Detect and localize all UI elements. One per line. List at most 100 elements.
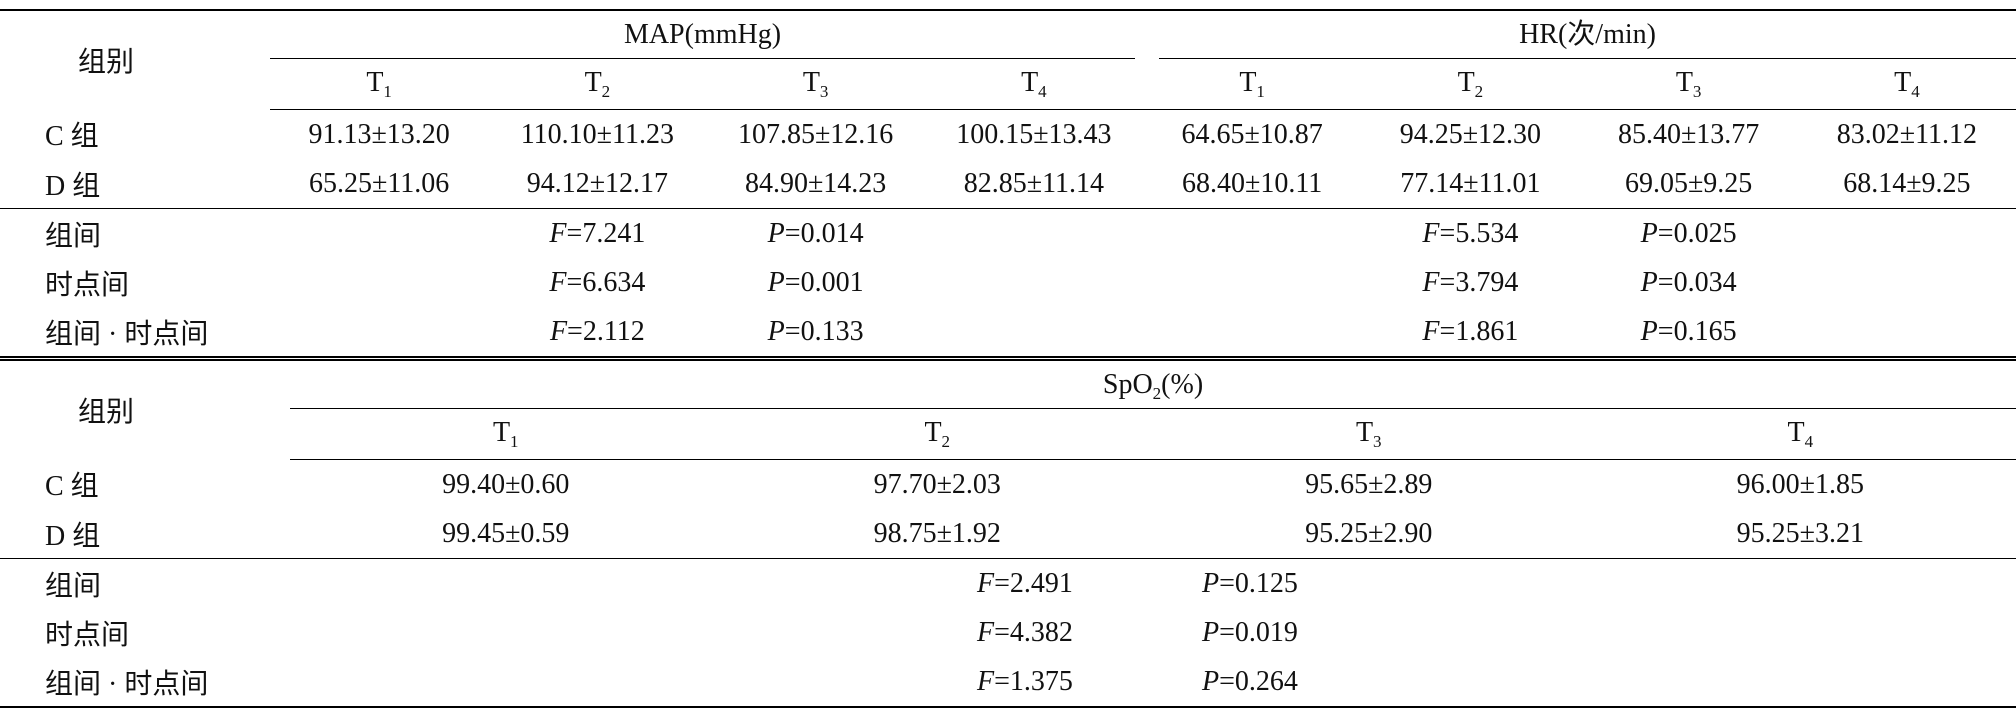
- stat-slot: P=0.264: [1202, 666, 1298, 698]
- empty-cell: [270, 209, 488, 259]
- data-table: 组别 SpO2(%) T1 T2 T3 T4 C 组 99.40±0.60 97.70±2.03…: [0, 361, 2016, 708]
- header-sub: 4: [1911, 82, 1920, 101]
- cell: F=6.634: [488, 258, 706, 307]
- header-sub: 1: [510, 432, 519, 451]
- group-title: HR(次/min): [1159, 12, 2016, 59]
- header-sub: 3: [1692, 82, 1702, 101]
- data-row: D 组 65.25±11.06 94.12±12.17 84.90±14.23 82.8…: [0, 159, 2016, 209]
- cell: 85.40±13.77: [1617, 118, 1760, 150]
- column-header: T1: [1143, 60, 1362, 110]
- stats-label: 组间 · 时点间: [45, 668, 209, 700]
- cell: P=0.165: [1580, 307, 1798, 359]
- column-header: T3: [1153, 410, 1585, 460]
- cell: 83.02±11.12: [1836, 118, 1978, 150]
- stats-label: 组间 · 时点间: [45, 318, 209, 350]
- p-stat: P=0.034: [1640, 266, 1737, 298]
- data-row: D 组 99.45±0.59 98.75±1.92 95.25±2.90 95.25±3…: [0, 509, 2016, 559]
- f-stat: F=1.861: [1422, 315, 1519, 347]
- p-stat: P=0.014: [767, 217, 864, 249]
- empty-cell: [1143, 307, 1361, 359]
- f-stat: F=1.375: [977, 665, 1073, 697]
- stats-label: 时点间: [45, 269, 130, 301]
- header-row: 组别 MAP(mmHg) HR(次/min): [0, 10, 2016, 78]
- cell: 98.75±1.92: [721, 509, 1153, 559]
- cell: 82.85±11.14: [924, 159, 1143, 209]
- cell: 69.05±9.25: [1579, 159, 1798, 209]
- cell: F=4.382 P=0.019: [290, 608, 2016, 657]
- empty-cell: [1143, 209, 1361, 259]
- cell: 100.15±13.43: [956, 118, 1112, 150]
- cell: 110.10±11.23: [520, 118, 675, 150]
- cell: P=0.001: [707, 258, 925, 307]
- cell: F=3.794: [1361, 258, 1579, 307]
- stat-slot: F=2.491: [977, 568, 1202, 600]
- empty-cell: [1143, 258, 1361, 307]
- f-stat: F=2.112: [549, 315, 645, 347]
- cell: 68.40±10.11: [1143, 159, 1362, 209]
- cell: P=0.014: [707, 209, 925, 259]
- column-header: T4: [924, 60, 1143, 110]
- cell: P=0.025: [1580, 209, 1798, 259]
- header-base: T: [1787, 417, 1805, 448]
- header-base: T: [492, 417, 511, 448]
- group-title-text: MAP(mmHg): [623, 19, 782, 50]
- header-sub: 2: [1152, 384, 1162, 403]
- f-stat: F=2.491: [977, 567, 1073, 599]
- column-header: T3: [1579, 60, 1798, 110]
- header-rest: (%): [1161, 369, 1204, 400]
- cell: 99.40±0.60: [442, 468, 570, 500]
- header-base: T: [1894, 67, 1912, 98]
- p-stat: P=0.133: [767, 315, 864, 347]
- header-base: T: [1675, 67, 1693, 98]
- header-row: T1 T2 T3 T4 T1 T2 T3 T4: [0, 60, 2016, 110]
- cell: 84.90±14.23: [706, 159, 925, 209]
- stats-row: 组间 · 时点间 F=2.112 P=0.133 F=1.861 P=0.165: [0, 307, 2016, 359]
- cell: P=0.133: [707, 307, 925, 359]
- p-stat: P=0.025: [1640, 217, 1737, 249]
- cell: 95.25±3.21: [1584, 509, 2016, 559]
- group-header: HR(次/min): [1143, 10, 2016, 60]
- f-stat: F=7.241: [549, 217, 646, 249]
- empty-cell: [270, 307, 488, 359]
- column-header: T2: [1361, 60, 1580, 110]
- column-header: T4: [1797, 60, 2016, 110]
- table-body: 组别 SpO2(%) T1 T2 T3 T4 C 组 99.40±0.60 97.70±2.03…: [0, 361, 2016, 707]
- header-sub: 1: [1256, 82, 1265, 101]
- row-label: D 组: [0, 159, 270, 209]
- header-sub: 1: [383, 82, 392, 101]
- empty-cell: [925, 307, 1143, 359]
- empty-cell: [1798, 307, 2016, 359]
- data-row: C 组 99.40±0.60 97.70±2.03 95.65±2.89 96.00±1…: [0, 460, 2016, 510]
- header-base: T: [1021, 67, 1039, 98]
- stats-label: 组间: [45, 570, 102, 602]
- empty-cell: [925, 258, 1143, 307]
- column-header: T1: [290, 410, 722, 460]
- header-base: T: [802, 67, 820, 98]
- header-sub: 4: [1038, 82, 1047, 101]
- header-base: T: [366, 67, 384, 98]
- row-label: C 组: [45, 471, 99, 503]
- header-sub: 2: [941, 432, 951, 451]
- header-sub: 2: [1474, 82, 1484, 101]
- column-header: T2: [721, 410, 1153, 460]
- header-sub: 4: [1804, 432, 1814, 451]
- cell: F=2.491 P=0.125: [290, 559, 2016, 609]
- cell: 94.12±12.17: [488, 159, 707, 209]
- header-sub: 2: [601, 82, 611, 101]
- p-stat: P=0.125: [1202, 567, 1298, 599]
- stats-row: 组间 F=2.491 P=0.125: [0, 559, 2016, 609]
- cell: P=0.034: [1580, 258, 1798, 307]
- header-sub: 3: [1373, 432, 1382, 451]
- p-stat: P=0.165: [1640, 315, 1737, 347]
- group-header: SpO2(%): [290, 361, 2016, 410]
- cell: F=1.861: [1361, 307, 1579, 359]
- stats-row: 时点间 F=4.382 P=0.019: [0, 608, 2016, 657]
- stat-slot: P=0.125: [1202, 568, 1298, 600]
- stats-label: 时点间: [45, 619, 130, 651]
- stat-slot: F=4.382: [977, 617, 1202, 649]
- empty-cell: [925, 209, 1143, 259]
- header-base: T: [1239, 67, 1257, 98]
- cell: 91.13±13.20: [308, 118, 450, 150]
- header-base: T: [924, 417, 942, 448]
